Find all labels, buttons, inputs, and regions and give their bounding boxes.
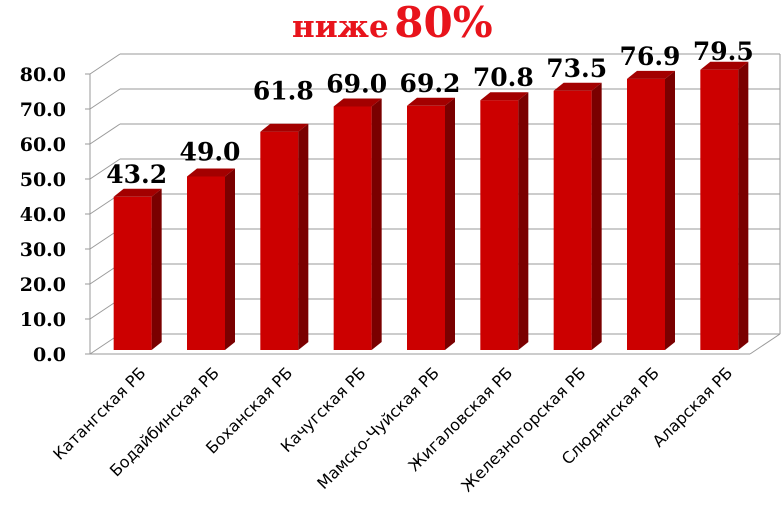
y-tick-label: 70.0 bbox=[20, 99, 66, 121]
bar bbox=[187, 176, 225, 350]
data-label: 61.8 bbox=[253, 77, 314, 106]
bar bbox=[627, 78, 665, 350]
y-tick-label: 10.0 bbox=[20, 309, 66, 331]
bar bbox=[700, 69, 739, 350]
bar-top bbox=[113, 188, 162, 197]
chart-title: ниже 80% bbox=[292, 0, 493, 47]
y-tick-label: 20.0 bbox=[20, 274, 66, 296]
title-value: 80% bbox=[394, 0, 493, 47]
bar-side bbox=[151, 188, 162, 350]
data-label: 73.5 bbox=[546, 54, 607, 83]
data-label: 49.0 bbox=[180, 138, 241, 167]
bar-side bbox=[518, 92, 529, 350]
data-label: 69.2 bbox=[400, 69, 461, 98]
x-tick-label: Мамско-Чуйская РБ bbox=[313, 363, 442, 492]
bar bbox=[553, 90, 592, 350]
floor-right-edge bbox=[749, 333, 781, 355]
y-tick-label: 30.0 bbox=[20, 239, 66, 261]
bar-top bbox=[700, 61, 749, 70]
bar-side bbox=[738, 61, 749, 350]
bar bbox=[260, 131, 299, 350]
data-label: 69.0 bbox=[326, 70, 387, 99]
y-tick-label: 80.0 bbox=[20, 64, 66, 86]
bar-top bbox=[627, 70, 675, 79]
bar-top bbox=[553, 82, 602, 91]
bar-top bbox=[260, 123, 309, 132]
y-tick-label: 0.0 bbox=[33, 344, 66, 366]
data-label: 79.5 bbox=[693, 37, 754, 66]
bar-top bbox=[333, 98, 382, 107]
grid-diagonal bbox=[89, 53, 121, 75]
y-tick-label: 40.0 bbox=[20, 204, 66, 226]
x-tick-label: Железногорская РБ bbox=[457, 363, 589, 495]
bar-side bbox=[371, 98, 382, 350]
bar bbox=[480, 100, 519, 350]
grid-diagonal bbox=[89, 123, 121, 145]
bar bbox=[407, 105, 445, 350]
bar-side bbox=[225, 168, 235, 350]
title-prefix: ниже bbox=[292, 9, 389, 45]
data-label: 76.9 bbox=[620, 42, 681, 71]
y-tick-label: 60.0 bbox=[20, 134, 66, 156]
bar-top bbox=[187, 168, 235, 177]
bar-side bbox=[591, 82, 602, 350]
bar-side bbox=[298, 123, 309, 350]
bar-top bbox=[480, 92, 529, 101]
bar bbox=[113, 196, 152, 350]
data-label: 43.2 bbox=[106, 160, 167, 189]
bar-side bbox=[665, 70, 675, 350]
grid-diagonal bbox=[89, 158, 121, 180]
bar bbox=[333, 106, 372, 350]
y-tick-label: 50.0 bbox=[20, 169, 66, 191]
data-label: 70.8 bbox=[473, 63, 534, 92]
grid-diagonal bbox=[89, 88, 121, 110]
bar-side bbox=[445, 97, 455, 350]
bar-top bbox=[407, 97, 455, 106]
